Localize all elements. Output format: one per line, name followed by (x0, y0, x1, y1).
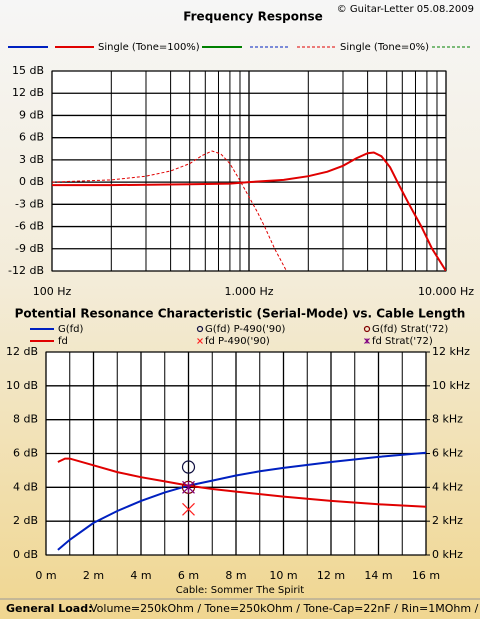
y-tick-label: 15 dB (12, 64, 44, 77)
legend-marker (197, 338, 203, 344)
legend-label: G(fd) (58, 324, 84, 335)
series-line (52, 150, 287, 271)
marker (181, 460, 196, 474)
x-tick-label: 10 m (269, 569, 297, 582)
y-tick-label: 12 dB (6, 345, 38, 358)
legend-label: fd P-490('90) (205, 336, 270, 347)
x-tick-label: 4 m (130, 569, 151, 582)
y-tick-label: 6 dB (13, 447, 38, 460)
x-tick-label: 6 m (178, 569, 199, 582)
x-tick-label: 14 m (364, 569, 392, 582)
y2-tick-label: 6 kHz (432, 447, 463, 460)
x-tick-label: 10.000 Hz (418, 285, 474, 298)
y2-tick-label: 12 kHz (432, 345, 470, 358)
legend-marker (196, 325, 204, 333)
series-line (57, 457, 426, 508)
series-line (52, 151, 446, 271)
legend-label: fd (58, 336, 68, 347)
chart-title: Frequency Response (183, 10, 323, 24)
x-tick-label: 12 m (317, 569, 345, 582)
copyright: © Guitar-Letter 05.08.2009 (337, 4, 474, 15)
legend-label: G(fd) Strat('72) (372, 324, 448, 335)
x-tick-label: 0 m (35, 569, 56, 582)
x-tick-label: 1.000 Hz (224, 285, 273, 298)
series-line (57, 451, 426, 551)
x-axis-label: Cable: Sommer The Spirit (176, 585, 304, 596)
y-tick-label: -12 dB (8, 264, 44, 277)
y2-tick-label: 8 kHz (432, 413, 463, 426)
x-tick-label: 2 m (83, 569, 104, 582)
x-tick-label: 8 m (225, 569, 246, 582)
footer-label: General Load: (6, 602, 93, 615)
y2-tick-label: 0 kHz (432, 548, 463, 561)
y-tick-label: 9 dB (19, 108, 44, 121)
y2-tick-label: 10 kHz (432, 379, 470, 392)
legend-label: Single (Tone=0%) (340, 42, 429, 53)
legend-label: fd Strat('72) (372, 336, 433, 347)
y-tick-label: 8 dB (13, 413, 38, 426)
marker (182, 480, 195, 494)
legend-label: Single (Tone=100%) (98, 42, 200, 53)
y-tick-label: 6 dB (19, 131, 44, 144)
legend-marker (363, 325, 371, 333)
y2-tick-label: 2 kHz (432, 514, 463, 527)
y-tick-label: -6 dB (15, 220, 44, 233)
chart-title: Potential Resonance Characteristic (Seri… (15, 307, 466, 321)
y-tick-label: -3 dB (15, 197, 44, 210)
y-tick-label: 0 dB (13, 548, 38, 561)
legend-marker (364, 338, 370, 344)
y-tick-label: 3 dB (19, 153, 44, 166)
y-tick-label: 10 dB (6, 379, 38, 392)
x-tick-label: 100 Hz (33, 285, 72, 298)
x-tick-label: 16 m (412, 569, 440, 582)
y-tick-label: -9 dB (15, 242, 44, 255)
legend-label: G(fd) P-490('90) (205, 324, 285, 335)
marker (182, 502, 195, 516)
y2-tick-label: 4 kHz (432, 480, 463, 493)
y-tick-label: 0 dB (19, 175, 44, 188)
y-tick-label: 2 dB (13, 514, 38, 527)
y-tick-label: 4 dB (13, 480, 38, 493)
y-tick-label: 12 dB (12, 86, 44, 99)
footer-text: Volume=250kOhm / Tone=250kOhm / Tone-Cap… (90, 602, 480, 615)
